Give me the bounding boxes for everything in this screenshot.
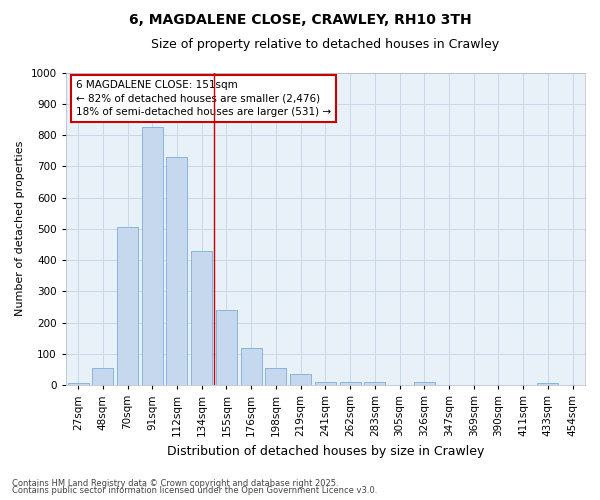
Y-axis label: Number of detached properties: Number of detached properties (15, 141, 25, 316)
Bar (538, 384, 559, 385)
Bar (241, 348, 262, 385)
Text: Contains public sector information licensed under the Open Government Licence v3: Contains public sector information licen… (12, 486, 377, 495)
Bar (364, 382, 385, 385)
Bar (191, 250, 212, 385)
Bar (117, 227, 138, 385)
Bar (340, 382, 361, 385)
Bar (92, 368, 113, 385)
Bar (142, 127, 163, 385)
Bar (290, 374, 311, 385)
Title: Size of property relative to detached houses in Crawley: Size of property relative to detached ho… (151, 38, 499, 51)
Bar (414, 382, 435, 385)
Text: 6, MAGDALENE CLOSE, CRAWLEY, RH10 3TH: 6, MAGDALENE CLOSE, CRAWLEY, RH10 3TH (128, 12, 472, 26)
Bar (216, 310, 237, 385)
Bar (68, 384, 89, 385)
X-axis label: Distribution of detached houses by size in Crawley: Distribution of detached houses by size … (167, 444, 484, 458)
Bar (315, 382, 336, 385)
Bar (166, 157, 187, 385)
Bar (265, 368, 286, 385)
Text: Contains HM Land Registry data © Crown copyright and database right 2025.: Contains HM Land Registry data © Crown c… (12, 478, 338, 488)
Text: 6 MAGDALENE CLOSE: 151sqm
← 82% of detached houses are smaller (2,476)
18% of se: 6 MAGDALENE CLOSE: 151sqm ← 82% of detac… (76, 80, 331, 116)
